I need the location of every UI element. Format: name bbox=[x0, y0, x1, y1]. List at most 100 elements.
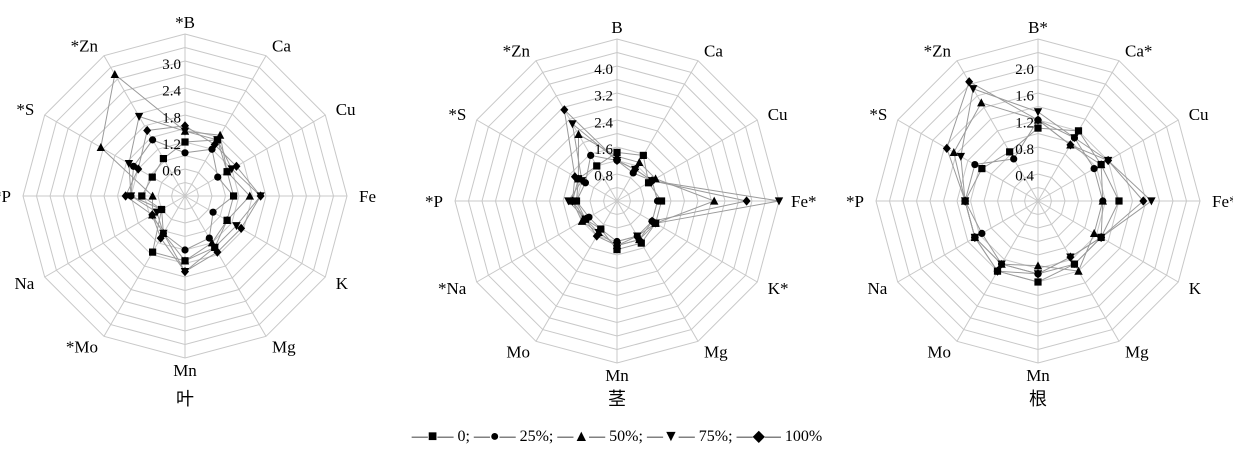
data-point-1-3 bbox=[230, 192, 238, 200]
data-point-3-11 bbox=[969, 85, 978, 94]
data-point-4-7 bbox=[156, 233, 165, 243]
axis-spoke bbox=[535, 60, 618, 202]
data-point-3-11 bbox=[134, 112, 144, 121]
axis-label: *S bbox=[448, 105, 466, 124]
axis-label: Mg bbox=[704, 343, 728, 362]
data-point-3-9 bbox=[126, 192, 136, 201]
tick-label: 0.4 bbox=[1015, 168, 1034, 184]
data-point-0-10 bbox=[978, 165, 986, 173]
data-point-0-1 bbox=[639, 151, 647, 160]
data-point-2-3 bbox=[710, 196, 719, 205]
data-point-0-7 bbox=[149, 248, 157, 256]
tick-label: 1.6 bbox=[594, 142, 613, 158]
axis-label: Mn bbox=[605, 366, 629, 385]
data-point-4-8 bbox=[148, 210, 157, 220]
data-point-4-5 bbox=[635, 234, 644, 245]
data-point-0-11 bbox=[593, 162, 601, 170]
data-point-0-3 bbox=[657, 197, 666, 205]
data-point-3-5 bbox=[210, 243, 219, 252]
axis-label: Ca* bbox=[1125, 41, 1152, 60]
data-point-4-1 bbox=[210, 139, 219, 150]
axis-label: B bbox=[611, 18, 622, 37]
series-line-0 bbox=[964, 127, 1120, 283]
legend: —■— 0; —●— 25%; —▲— 50%; —▼— 75%; —◆— 10… bbox=[411, 428, 822, 445]
data-point-2-10 bbox=[96, 143, 106, 151]
data-point-4-4 bbox=[237, 223, 246, 233]
data-point-4-2 bbox=[1104, 155, 1113, 166]
data-point-2-5 bbox=[1074, 266, 1083, 275]
data-point-2-4 bbox=[222, 215, 232, 224]
tick-label: 0.8 bbox=[594, 168, 613, 184]
axis-label: *Zn bbox=[924, 41, 952, 60]
data-point-2-9 bbox=[148, 191, 157, 200]
data-point-4-11 bbox=[560, 105, 569, 115]
axis-label: Ca bbox=[704, 41, 723, 60]
data-point-4-10 bbox=[570, 172, 579, 182]
data-point-4-7 bbox=[993, 266, 1002, 276]
data-point-0-11 bbox=[159, 154, 167, 163]
data-point-1-8 bbox=[158, 205, 166, 214]
axis-label: Cu bbox=[1189, 105, 1209, 124]
axis-spoke bbox=[535, 200, 618, 342]
tick-label: 2.4 bbox=[594, 115, 613, 131]
data-point-0-10 bbox=[148, 173, 156, 181]
data-point-2-11 bbox=[574, 129, 583, 138]
data-point-2-1 bbox=[635, 158, 644, 167]
tick-label: 4.0 bbox=[594, 62, 613, 78]
axis-label: *Zn bbox=[71, 36, 99, 55]
data-point-4-11 bbox=[143, 125, 152, 136]
data-point-4-11 bbox=[965, 77, 974, 87]
data-point-3-1 bbox=[1070, 134, 1079, 143]
axis-label: Mn bbox=[1026, 366, 1050, 385]
axis-label: Mg bbox=[1125, 343, 1149, 362]
data-point-2-11 bbox=[977, 98, 986, 107]
data-point-4-8 bbox=[581, 214, 590, 224]
tick-label: 0.8 bbox=[1015, 142, 1034, 158]
data-point-1-2 bbox=[214, 173, 222, 181]
chart-title-stem: 茎 bbox=[608, 389, 626, 409]
data-point-2-2 bbox=[222, 167, 232, 176]
axis-spoke bbox=[616, 200, 699, 342]
data-point-2-2 bbox=[1096, 160, 1106, 169]
data-point-2-6 bbox=[1033, 261, 1043, 270]
axis-label: Fe* bbox=[1212, 192, 1233, 211]
data-point-4-9 bbox=[121, 191, 130, 201]
chart-title-root: 根 bbox=[1029, 389, 1047, 409]
data-point-4-2 bbox=[648, 176, 657, 186]
axis-label: Mg bbox=[272, 338, 296, 357]
data-point-3-4 bbox=[232, 222, 241, 231]
axis-label: Na bbox=[867, 279, 887, 298]
tick-label: 1.2 bbox=[1015, 115, 1034, 131]
data-point-3-0 bbox=[180, 127, 190, 136]
data-point-3-7 bbox=[997, 260, 1006, 269]
data-point-4-4 bbox=[648, 216, 657, 226]
data-point-3-7 bbox=[159, 229, 168, 238]
data-point-1-11 bbox=[1010, 155, 1018, 163]
data-point-2-8 bbox=[577, 216, 587, 225]
tick-label: 1.6 bbox=[1015, 89, 1034, 105]
data-point-4-6 bbox=[181, 267, 189, 277]
data-point-1-0 bbox=[181, 149, 189, 157]
axis-spoke bbox=[476, 119, 618, 202]
data-point-1-2 bbox=[1090, 165, 1098, 173]
data-point-4-4 bbox=[1097, 232, 1106, 243]
data-point-0-0 bbox=[181, 138, 189, 146]
axis-spoke bbox=[184, 195, 326, 278]
axis-label: Fe bbox=[359, 187, 376, 206]
data-point-3-11 bbox=[568, 120, 577, 129]
axis-label: Mo bbox=[927, 343, 951, 362]
data-point-2-3 bbox=[245, 191, 254, 200]
axis-label: *B bbox=[175, 13, 195, 32]
data-point-0-2 bbox=[644, 179, 653, 187]
data-point-0-9 bbox=[138, 192, 146, 200]
data-point-1-11 bbox=[587, 151, 595, 160]
tick-label: 3.0 bbox=[162, 57, 181, 73]
axis-label: Ca bbox=[272, 36, 291, 55]
axis-spoke bbox=[103, 55, 186, 197]
axis-label: *P bbox=[846, 192, 864, 211]
axis-label: K bbox=[1189, 279, 1202, 298]
axis-label: B* bbox=[1028, 18, 1048, 37]
axis-label: *S bbox=[869, 105, 887, 124]
radar-chart-root: 0.4 0.8 1.2 1.6 2.0 B* Ca* Cu Fe* K Mg Mn Mo Na *P *S *Z… bbox=[846, 18, 1233, 385]
